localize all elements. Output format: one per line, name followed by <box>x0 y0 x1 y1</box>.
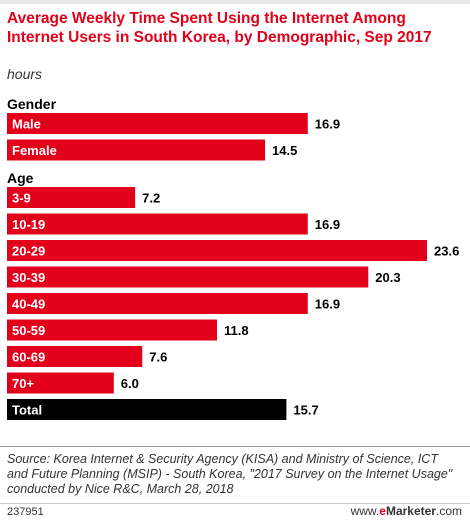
brand-e: e <box>379 504 386 518</box>
category-label: Total <box>12 403 42 418</box>
value-label: 16.9 <box>315 297 340 312</box>
bar <box>7 399 287 420</box>
brand-com: .com <box>435 504 462 518</box>
bar <box>7 293 308 314</box>
bar <box>7 139 266 161</box>
category-label: 10-19 <box>12 217 45 232</box>
chart-title: Average Weekly Time Spent Using the Inte… <box>7 10 432 46</box>
value-label: 11.8 <box>224 323 249 338</box>
chart-subtitle: hours <box>7 66 43 82</box>
category-label: 30-39 <box>12 270 45 285</box>
value-label: 15.7 <box>293 403 318 418</box>
brand-name: Marketer <box>385 504 436 518</box>
bar <box>7 113 308 134</box>
category-label: Male <box>12 117 41 132</box>
bar <box>7 240 427 261</box>
category-label: 50-59 <box>12 323 45 338</box>
chart-id: 237951 <box>7 506 44 518</box>
bar <box>7 319 217 341</box>
value-label: 20.3 <box>375 270 400 285</box>
bar <box>7 372 114 394</box>
top-rule <box>0 0 470 4</box>
category-label: 60-69 <box>12 350 45 365</box>
category-label: 40-49 <box>12 297 45 312</box>
group-header: Age <box>7 170 34 186</box>
category-label: 3-9 <box>12 191 31 206</box>
value-label: 23.6 <box>434 244 459 259</box>
brand-www: www. <box>350 504 380 518</box>
bar <box>7 266 369 288</box>
value-label: 6.0 <box>121 376 139 391</box>
group-header: Gender <box>7 96 57 112</box>
divider <box>0 446 470 447</box>
bar <box>7 187 136 208</box>
bar-chart: Gender Male 16.9 Female 14.5 Age 3-9 7.2 10-19 16… <box>7 96 459 420</box>
source-note: Source: Korea Internet & Security Agency… <box>7 452 453 496</box>
divider <box>0 503 470 504</box>
value-label: 14.5 <box>272 143 297 158</box>
bar <box>7 213 308 235</box>
value-label: 16.9 <box>315 217 340 232</box>
value-label: 7.6 <box>149 350 167 365</box>
bar <box>7 346 143 367</box>
value-label: 7.2 <box>142 191 160 206</box>
category-label: Female <box>12 143 57 158</box>
category-label: 20-29 <box>12 244 45 259</box>
emarketer-logo[interactable]: www.eMarketer.com <box>351 504 462 518</box>
category-label: 70+ <box>12 376 34 391</box>
value-label: 16.9 <box>315 117 340 132</box>
